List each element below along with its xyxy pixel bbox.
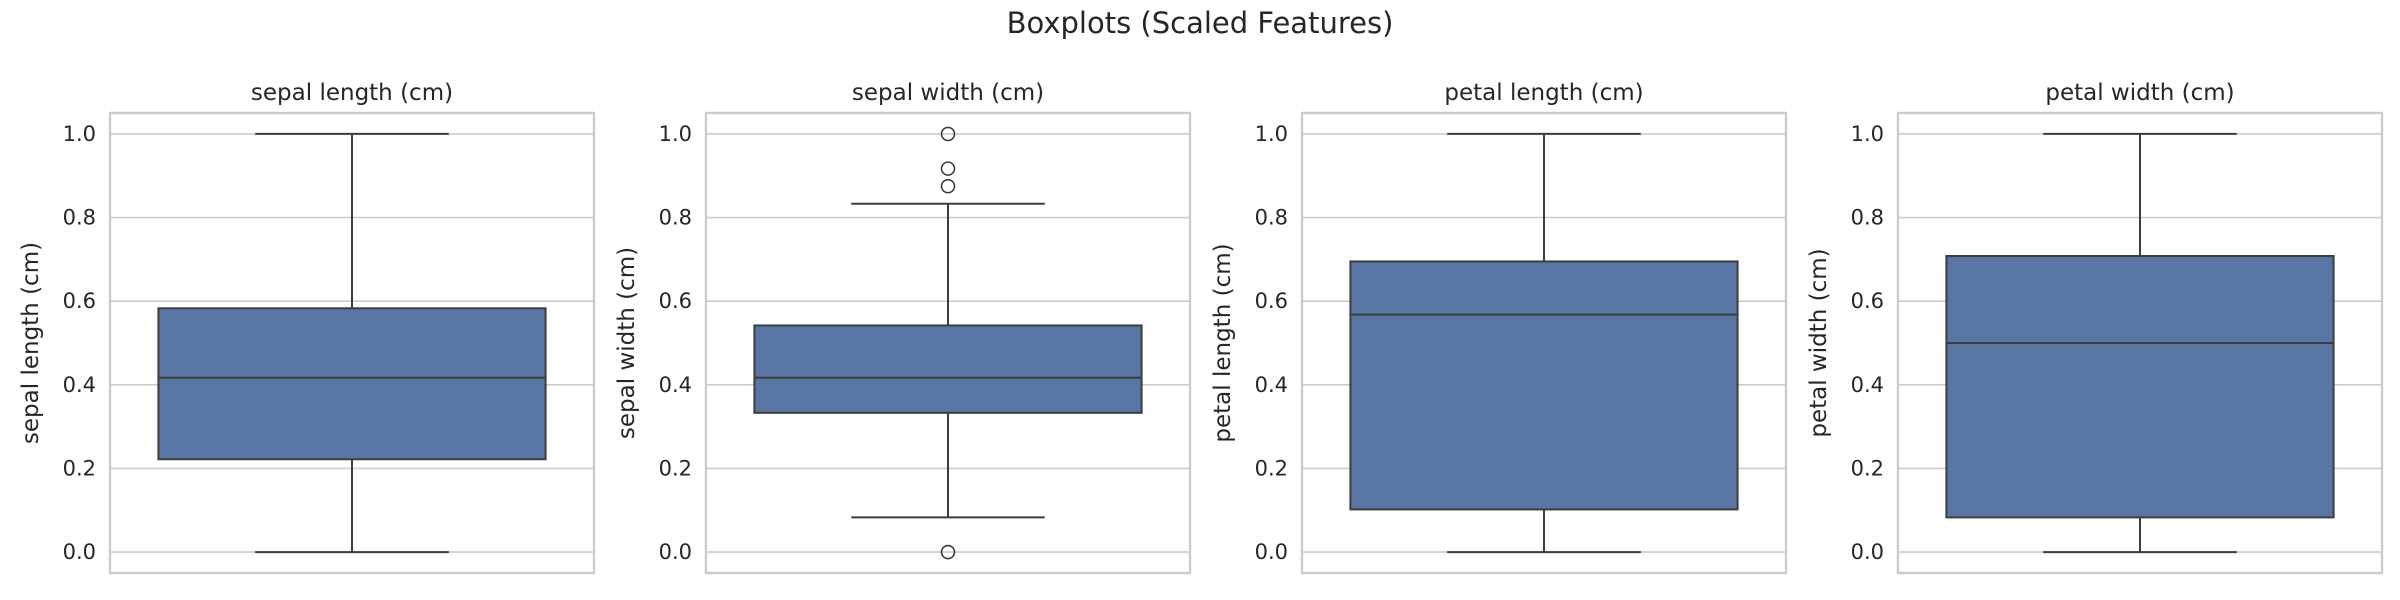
y-tick-label: 0.8: [63, 206, 96, 230]
y-tick-label: 0.8: [659, 206, 692, 230]
y-tick-label: 0.4: [659, 373, 692, 397]
subplot-3: 0.0 0.2 0.4 0.6 0.8 1.0 petal length (cm) petal…: [1210, 80, 1788, 575]
y-tick-label: 0.6: [659, 289, 692, 313]
y-tick-label: 0.2: [659, 456, 692, 480]
iqr-box: [1945, 255, 2335, 519]
outlier-point: [940, 126, 956, 142]
iqr-box: [1349, 260, 1739, 511]
y-tick-label: 0.4: [1255, 373, 1288, 397]
subplot-title: sepal length (cm): [251, 80, 453, 106]
figure-title: Boxplots (Scaled Features): [1006, 6, 1394, 40]
y-tick-label: 0.2: [1851, 456, 1884, 480]
axes-frame: [1300, 111, 1788, 575]
outlier-point: [940, 178, 956, 194]
y-tick-label: 0.0: [659, 540, 692, 564]
axes-frame: [1896, 111, 2384, 575]
subplot-4: 0.0 0.2 0.4 0.6 0.8 1.0 petal width (cm) petal …: [1806, 80, 2384, 575]
outlier-point: [940, 544, 956, 560]
y-tick-label: 0.2: [1255, 456, 1288, 480]
y-tick-label: 0.4: [1851, 373, 1884, 397]
y-tick-label: 0.4: [63, 373, 96, 397]
y-tick-label: 0.6: [63, 289, 96, 313]
subplot-title: petal length (cm): [1444, 80, 1643, 106]
y-tick-label: 1.0: [1851, 122, 1884, 146]
y-axis-label: petal length (cm): [1210, 243, 1236, 442]
y-tick-label: 0.8: [1851, 206, 1884, 230]
y-tick-label: 1.0: [659, 122, 692, 146]
outlier-point: [940, 161, 956, 176]
y-axis-label: sepal length (cm): [18, 242, 44, 444]
y-axis-label: petal width (cm): [1806, 248, 1832, 437]
y-tick-label: 1.0: [1255, 122, 1288, 146]
y-tick-label: 1.0: [63, 122, 96, 146]
subplot-2: 0.0 0.2 0.4 0.6 0.8 1.0 sepal width (cm) sepal …: [614, 80, 1192, 575]
y-tick-label: 0.8: [1255, 206, 1288, 230]
y-tick-label: 0.0: [63, 540, 96, 564]
iqr-box: [753, 324, 1143, 414]
iqr-box: [157, 307, 547, 461]
axes-frame: [704, 111, 1192, 575]
y-tick-label: 0.6: [1255, 289, 1288, 313]
y-axis-label: sepal width (cm): [614, 247, 640, 439]
y-tick-label: 0.2: [63, 456, 96, 480]
subplot-title: petal width (cm): [2045, 80, 2234, 106]
y-tick-label: 0.0: [1255, 540, 1288, 564]
axes-frame: [108, 111, 596, 575]
y-tick-label: 0.0: [1851, 540, 1884, 564]
y-tick-label: 0.6: [1851, 289, 1884, 313]
subplot-title: sepal width (cm): [852, 80, 1044, 106]
subplot-1: 0.0 0.2 0.4 0.6 0.8 1.0 sepal length (cm) sepal…: [18, 80, 596, 575]
